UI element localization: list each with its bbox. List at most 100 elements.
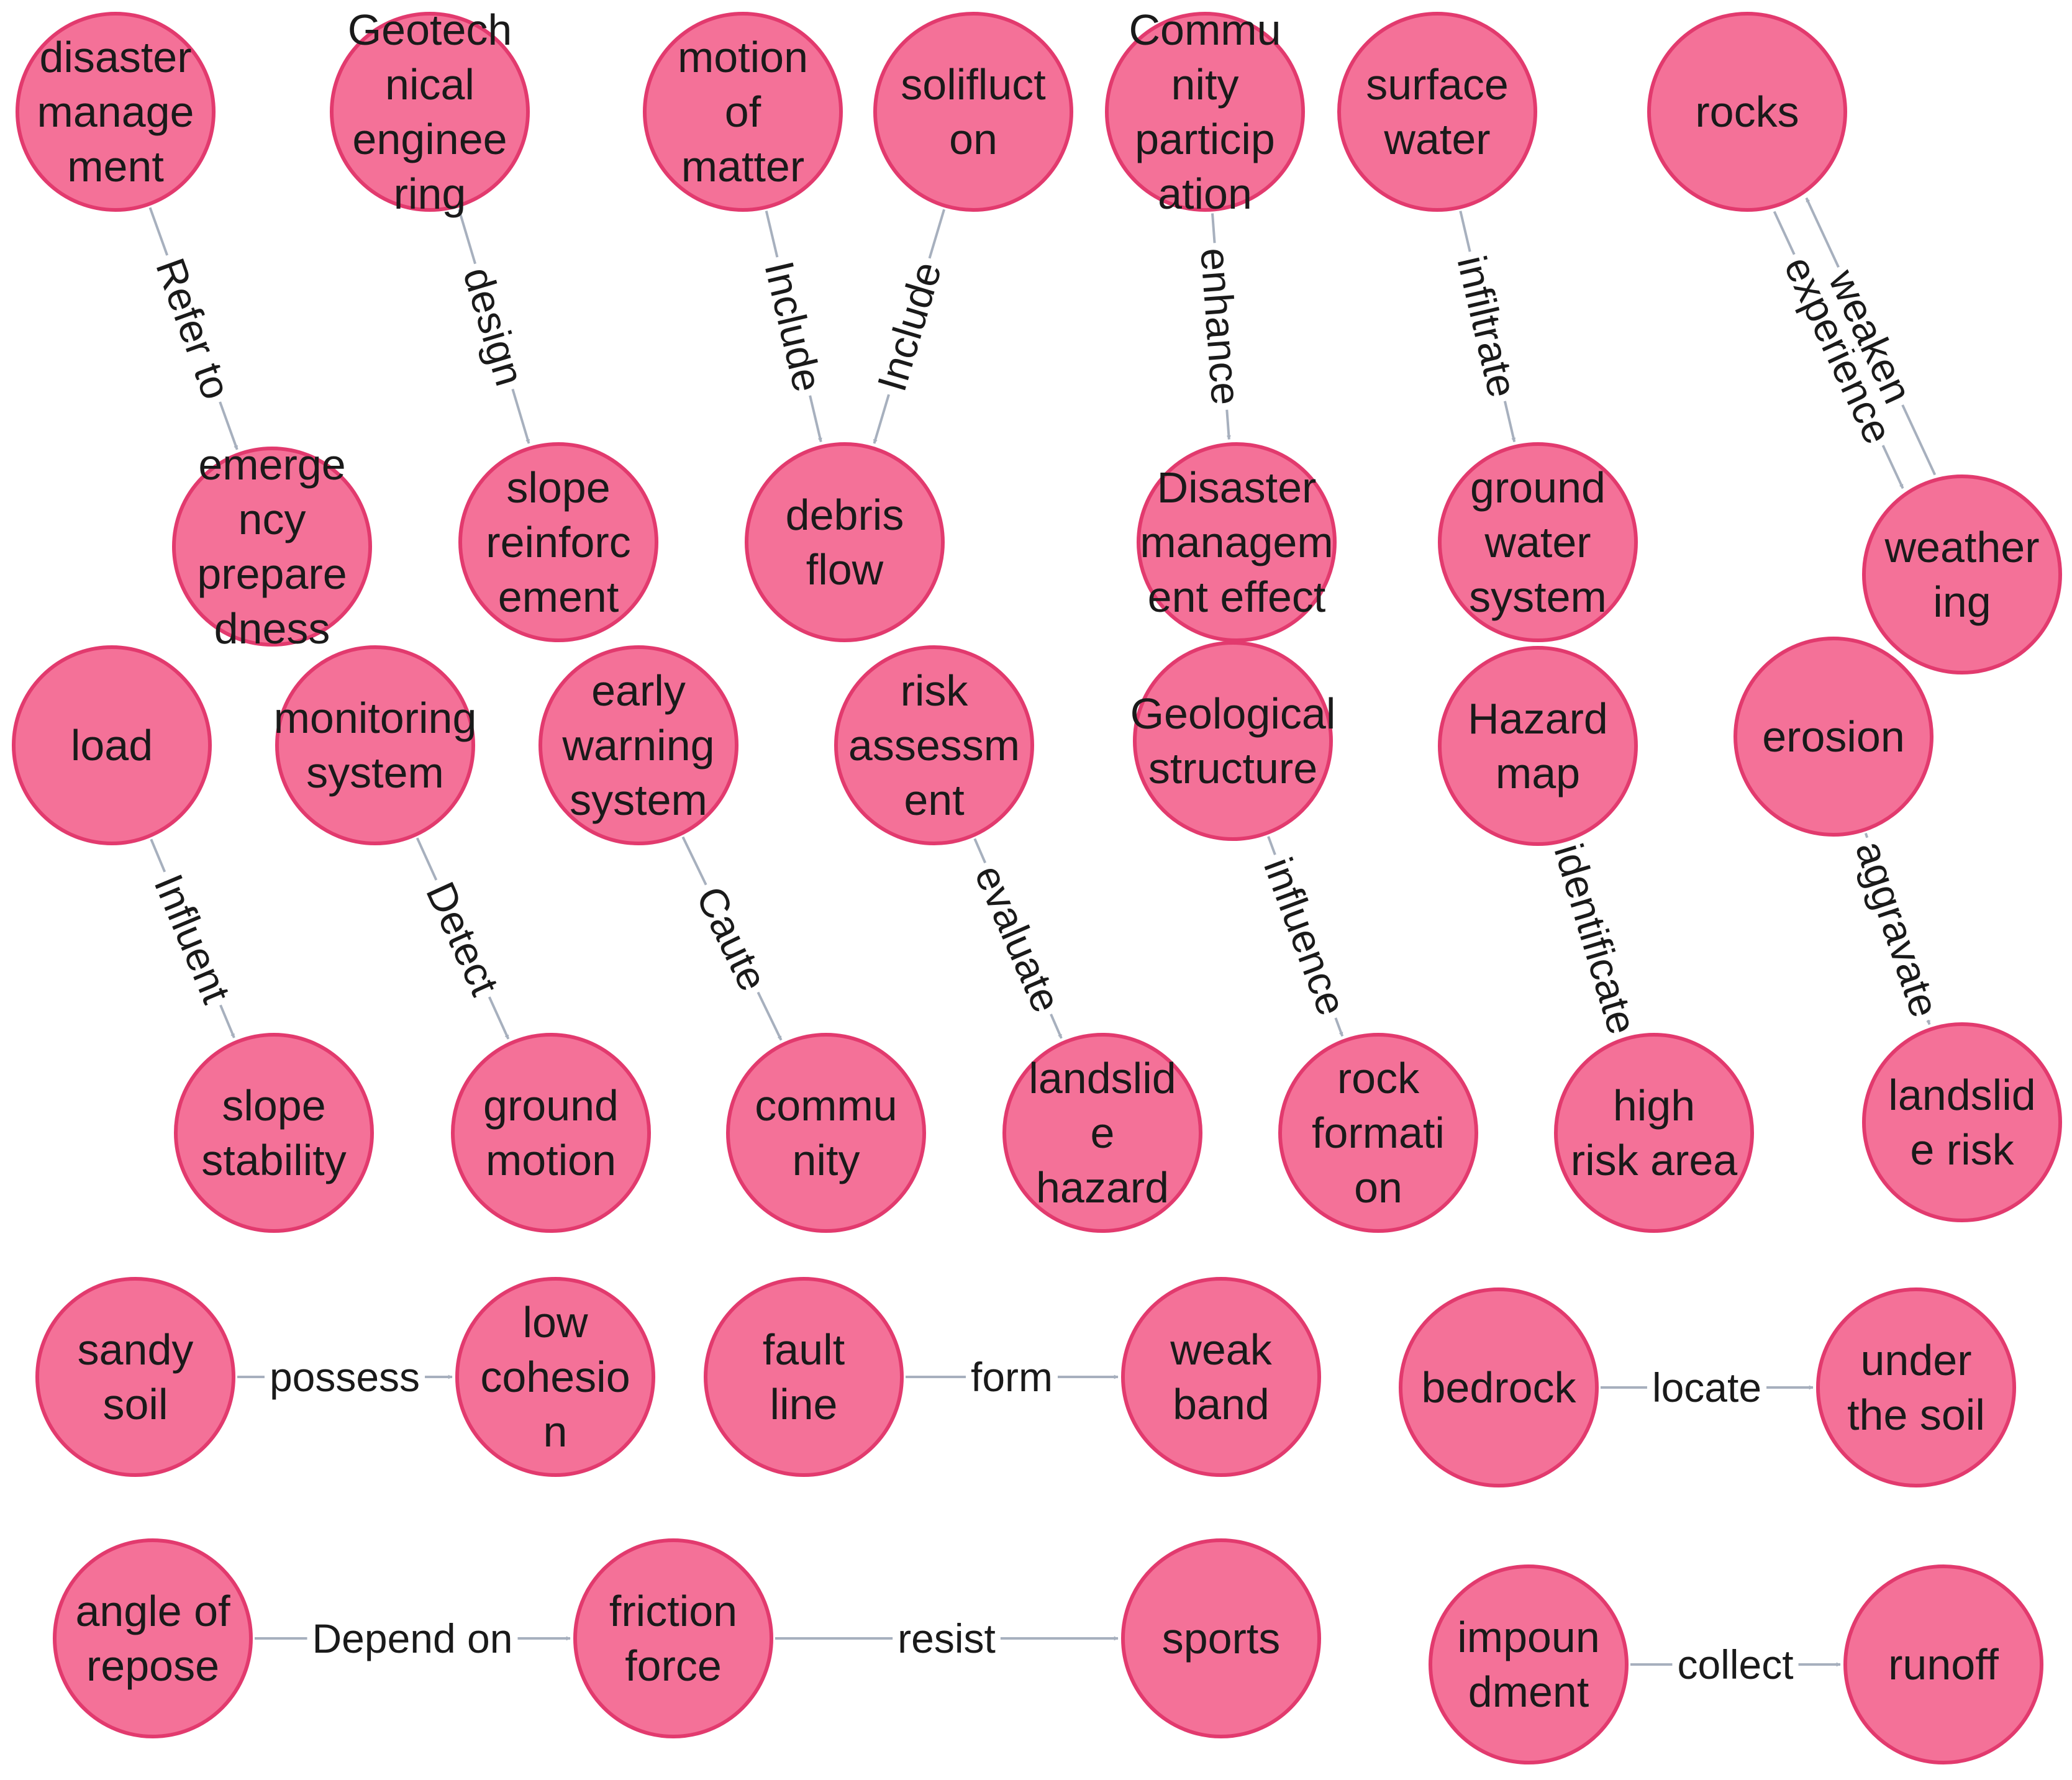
node-label-line: manage <box>37 88 194 136</box>
node-sports[interactable]: sports <box>1121 1538 1321 1738</box>
node-circle[interactable] <box>1438 646 1638 846</box>
node-weathering[interactable]: weather ing <box>1862 475 2062 674</box>
node-label-line: ing <box>1933 578 1991 626</box>
edge-label-background <box>1820 258 1922 414</box>
node-label-line: bedrock <box>1421 1363 1576 1412</box>
node-label: landslid e hazard <box>1029 1054 1176 1212</box>
edge-label-background <box>1672 1644 1799 1685</box>
edge-label-background <box>1450 247 1525 406</box>
node-impoundment[interactable]: impoun dment <box>1429 1564 1629 1764</box>
node-circle[interactable] <box>1399 1287 1599 1487</box>
edge-label: Refer to <box>147 252 240 405</box>
node-label: weather ing <box>1884 523 2039 626</box>
node-landslide_risk[interactable]: landslid e risk <box>1862 1022 2062 1222</box>
node-label: sports <box>1162 1614 1281 1663</box>
node-circle[interactable] <box>16 12 216 212</box>
node-label: load <box>71 721 153 770</box>
node-circle[interactable] <box>1816 1287 2016 1487</box>
node-circle[interactable] <box>1133 641 1333 841</box>
node-disaster_management_effect[interactable]: Disaster managem ent effect <box>1137 442 1337 642</box>
edge-label: Include <box>868 257 950 396</box>
node-label-line: low <box>522 1298 588 1346</box>
node-circle[interactable] <box>1647 12 1847 212</box>
node-circle[interactable] <box>1105 12 1305 212</box>
node-risk_assessment[interactable]: risk assessm ent <box>834 645 1034 845</box>
node-label: runoff <box>1888 1640 1999 1689</box>
edge-label: enhance <box>1192 247 1249 407</box>
node-disaster_management[interactable]: disaster manage ment <box>16 12 216 212</box>
node-rock_formation[interactable]: rock formati on <box>1278 1033 1478 1233</box>
node-circle[interactable] <box>873 12 1073 212</box>
node-low_cohesion[interactable]: low cohesio n <box>455 1277 655 1477</box>
node-circle[interactable] <box>458 442 658 642</box>
node-circle[interactable] <box>1554 1033 1754 1233</box>
node-angle_of_repose[interactable]: angle of repose <box>53 1538 253 1738</box>
node-circle[interactable] <box>573 1538 773 1738</box>
node-circle[interactable] <box>1137 442 1337 642</box>
node-high_risk_area[interactable]: high risk area <box>1554 1033 1754 1233</box>
node-landslide_hazard[interactable]: landslid e hazard <box>1002 1033 1202 1233</box>
node-circle[interactable] <box>745 442 945 642</box>
node-circle[interactable] <box>1121 1277 1321 1477</box>
node-label: angle of repose <box>75 1587 230 1690</box>
node-ground_water_system[interactable]: ground water system <box>1438 442 1638 642</box>
node-geological_structure[interactable]: Geological structure <box>1130 641 1336 841</box>
edge-impoundment-runoff: collect <box>1630 1642 1841 1687</box>
node-slope_stability[interactable]: slope stability <box>174 1033 374 1233</box>
node-slope_reinforcement[interactable]: slope reinforc ement <box>458 442 658 642</box>
node-fault_line[interactable]: fault line <box>704 1277 904 1477</box>
node-circle[interactable] <box>1733 637 1933 837</box>
node-friction_force[interactable]: friction force <box>573 1538 773 1738</box>
node-sandy_soil[interactable]: sandy soil <box>35 1277 235 1477</box>
node-community_participation[interactable]: Commu nity particip ation <box>1105 6 1305 218</box>
node-circle[interactable] <box>704 1277 904 1477</box>
node-circle[interactable] <box>726 1033 926 1233</box>
node-circle[interactable] <box>1337 12 1537 212</box>
node-circle[interactable] <box>12 645 212 845</box>
node-label-line: structure <box>1148 744 1317 792</box>
node-ground_motion[interactable]: ground motion <box>451 1033 651 1233</box>
node-label: rock formati on <box>1312 1054 1445 1212</box>
node-geotechnical_engineering[interactable]: Geotech nical enginee ring <box>330 6 530 218</box>
node-hazard_map[interactable]: Hazard map <box>1438 646 1638 846</box>
node-circle[interactable] <box>1121 1538 1321 1738</box>
node-circle[interactable] <box>174 1033 374 1233</box>
edge-label-background <box>1546 834 1645 1043</box>
node-rocks[interactable]: rocks <box>1647 12 1847 212</box>
node-community[interactable]: commu nity <box>726 1033 926 1233</box>
node-load[interactable]: load <box>12 645 212 845</box>
node-circle[interactable] <box>53 1538 253 1738</box>
node-circle[interactable] <box>1429 1564 1629 1764</box>
node-label-line: system <box>570 776 707 824</box>
node-circle[interactable] <box>1862 1022 2062 1222</box>
node-circle[interactable] <box>538 645 738 845</box>
node-early_warning_system[interactable]: early warning system <box>538 645 738 845</box>
node-under_the_soil[interactable]: under the soil <box>1816 1287 2016 1487</box>
node-emergency_preparedness[interactable]: emerge ncy prepare dness <box>172 440 372 653</box>
node-circle[interactable] <box>1002 1033 1202 1233</box>
node-circle[interactable] <box>1278 1033 1478 1233</box>
node-debris_flow[interactable]: debris flow <box>745 442 945 642</box>
node-bedrock[interactable]: bedrock <box>1399 1287 1599 1487</box>
node-circle[interactable] <box>1438 442 1638 642</box>
node-erosion[interactable]: erosion <box>1733 637 1933 837</box>
node-weak_band[interactable]: weak band <box>1121 1277 1321 1477</box>
node-monitoring_system[interactable]: monitoring system <box>274 645 477 845</box>
node-circle[interactable] <box>172 447 372 647</box>
node-circle[interactable] <box>1843 1564 2043 1764</box>
node-circle[interactable] <box>834 645 1034 845</box>
node-circle[interactable] <box>275 645 475 845</box>
node-circle[interactable] <box>35 1277 235 1477</box>
node-motion_of_matter[interactable]: motion of matter <box>643 12 843 212</box>
node-runoff[interactable]: runoff <box>1843 1564 2043 1764</box>
node-surface_water[interactable]: surface water <box>1337 12 1537 212</box>
node-circle[interactable] <box>643 12 843 212</box>
node-solifluction[interactable]: solifluct on <box>873 12 1073 212</box>
edge-fault_line-weak_band: form <box>906 1354 1119 1400</box>
node-circle[interactable] <box>330 12 530 212</box>
node-circle[interactable] <box>1862 475 2062 674</box>
node-circle[interactable] <box>451 1033 651 1233</box>
node-label-line: nity <box>793 1136 860 1184</box>
node-circle[interactable] <box>455 1277 655 1477</box>
